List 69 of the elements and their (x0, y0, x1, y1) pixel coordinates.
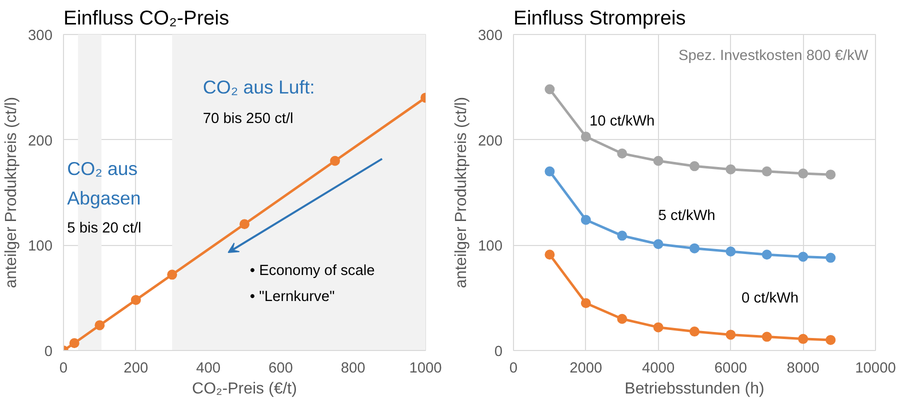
annotation: 70 bis 250 ct/l (202, 111, 294, 128)
y-tick-label: 300 (478, 28, 503, 44)
point (617, 230, 628, 241)
series-label: 0 ct/kWh (742, 290, 799, 306)
point (69, 338, 80, 348)
point (167, 270, 178, 280)
series-label: 10 ct/kWh (590, 113, 655, 130)
annotation: Spez. Investkosten 800 €/kW (678, 48, 868, 64)
annotation: CO₂ aus Abgasen (67, 158, 141, 208)
x-tick-label: 0 (509, 360, 518, 376)
point (653, 156, 664, 166)
point (726, 246, 736, 256)
point (653, 239, 664, 250)
point (580, 298, 591, 308)
point (580, 214, 591, 225)
point (726, 164, 736, 174)
point (826, 252, 836, 263)
y-axis-title: anteilger Produktpreis (ct/l) (453, 96, 470, 288)
y-tick-label: 100 (478, 238, 503, 255)
point (762, 250, 772, 260)
point (544, 250, 555, 260)
x-tick-label: 2000 (570, 360, 602, 376)
point (762, 332, 772, 342)
y-tick-label: 0 (44, 344, 53, 360)
point (798, 168, 808, 179)
x-tick-label: 800 (340, 360, 366, 376)
x-tick-label: 200 (124, 360, 148, 376)
y-tick-label: 100 (28, 238, 53, 255)
point (798, 334, 808, 344)
point (653, 322, 664, 332)
x-tick-label: 600 (268, 360, 293, 376)
point (690, 161, 700, 172)
x-axis-title: CO₂-Preis (€/t) (192, 380, 297, 398)
x-axis-title: Betriebsstunden (h) (624, 380, 764, 398)
point (330, 156, 340, 166)
point (826, 334, 836, 345)
point (617, 148, 628, 159)
point (798, 252, 808, 262)
chart-title: Einfluss CO₂-Preis (64, 8, 230, 30)
annotation: • Economy of scale (250, 262, 375, 279)
y-tick-label: 0 (494, 344, 503, 360)
point (826, 170, 836, 180)
point (690, 326, 700, 337)
x-tick-label: 4000 (642, 360, 675, 376)
point (544, 84, 555, 94)
y-tick-label: 200 (28, 133, 53, 150)
point (240, 219, 250, 230)
x-tick-label: 1000 (409, 360, 442, 376)
point (726, 330, 736, 340)
y-axis-title: anteilger Produktpreis (ct/l) (3, 96, 20, 288)
x-tick-label: 8000 (786, 360, 820, 376)
series-label: 5 ct/kWh (658, 208, 716, 224)
x-tick-label: 10000 (855, 360, 896, 376)
annotation: 5 bis 20 ct/l (67, 220, 142, 237)
annotation: CO₂ aus Luft: (202, 76, 315, 98)
point (544, 166, 555, 176)
x-tick-label: 6000 (714, 360, 748, 376)
point (762, 166, 772, 176)
point (617, 314, 628, 324)
x-tick-label: 0 (59, 360, 68, 376)
y-tick-label: 300 (28, 28, 53, 44)
point (690, 243, 700, 254)
chart-title: Einfluss Strompreis (514, 8, 686, 30)
y-tick-label: 200 (478, 133, 503, 150)
point (94, 320, 105, 330)
annotation: • "Lernkurve" (250, 289, 335, 306)
x-tick-label: 400 (196, 360, 221, 376)
point (130, 294, 141, 305)
point (580, 132, 591, 142)
